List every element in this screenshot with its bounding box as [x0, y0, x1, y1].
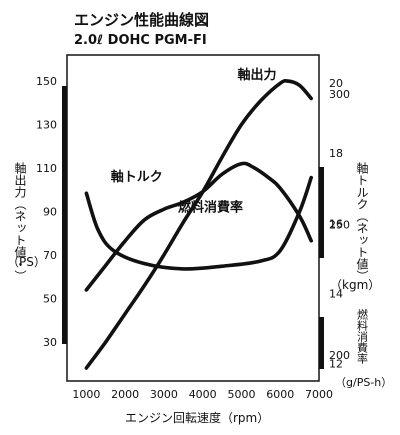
x-tick-label: 6000: [266, 388, 294, 401]
x-tick-label: 5000: [227, 388, 255, 401]
series-line-power: [84, 78, 313, 370]
x-tick-label: 1000: [72, 388, 100, 401]
series-label-power: 軸出力: [237, 67, 276, 83]
series-label-fuel: 燃料消費率: [178, 199, 243, 215]
power-tick-label: 110: [36, 162, 57, 175]
power-axis-title: 軸出力（ネット値・）: [13, 162, 27, 282]
fuel-tick-label: 300: [329, 88, 350, 101]
power-tick-label: 130: [36, 119, 57, 132]
torque-tick-label: 14: [329, 287, 343, 300]
power-tick-label: 50: [43, 292, 57, 305]
x-tick-label: 2000: [111, 388, 139, 401]
power-tick-label: 70: [43, 249, 57, 262]
torque-tick-label: 18: [329, 147, 343, 160]
x-axis-label: エンジン回転速度（rpm）: [125, 410, 269, 425]
power-axis-bar: [62, 86, 67, 344]
x-tick-label: 4000: [189, 388, 217, 401]
power-tick-label: 90: [43, 205, 57, 218]
chart-title: エンジン性能曲線図: [74, 11, 209, 29]
torque-tick-label: 20: [329, 77, 343, 90]
x-tick-label: 3000: [150, 388, 178, 401]
torque-axis-bar: [319, 167, 324, 258]
fuel-axis-title: 燃料消費率: [356, 308, 369, 365]
fuel-axis-unit: （g/PS-h）: [335, 376, 392, 389]
series-label-torque: 軸トルク: [111, 169, 163, 185]
power-tick-label: 150: [36, 75, 57, 88]
chart-subtitle: 2.0ℓ DOHC PGM-FI: [74, 33, 207, 48]
x-tick-label: 7000: [305, 388, 333, 401]
fuel-tick-label: 250: [329, 219, 350, 232]
fuel-axis-bar: [319, 317, 324, 369]
fuel-tick-label: 200: [329, 349, 350, 362]
torque-axis-unit: （kgm）: [330, 278, 380, 292]
power-tick-label: 30: [43, 336, 57, 349]
torque-tick-label: 16: [329, 217, 343, 230]
series-line-fuel: [84, 175, 313, 271]
power-axis-unit: （PS）: [7, 255, 46, 269]
plot-frame: [66, 54, 320, 382]
torque-tick-label: 12: [329, 357, 343, 370]
torque-axis-title: 軸トルク（ネット値）: [355, 162, 369, 282]
series-line-torque: [84, 161, 313, 292]
